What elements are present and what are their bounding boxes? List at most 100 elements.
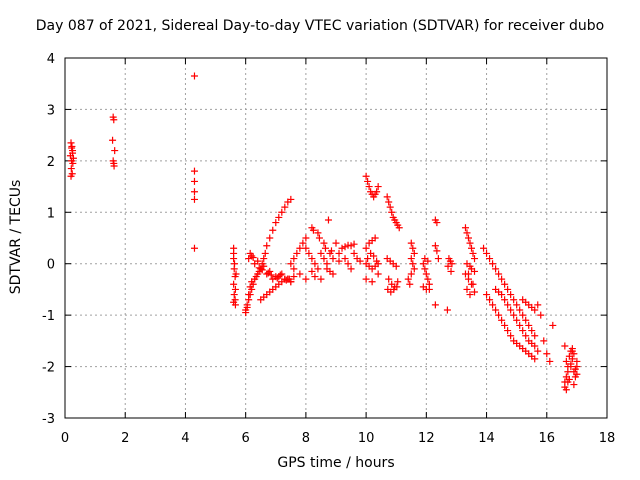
data-point <box>347 265 355 273</box>
data-point <box>371 234 379 242</box>
data-point <box>296 244 304 252</box>
x-tick-label: 6 <box>242 431 250 446</box>
data-point <box>341 255 349 263</box>
data-point <box>329 270 337 278</box>
data-point <box>302 244 310 252</box>
data-point <box>404 275 412 283</box>
data-point <box>540 337 548 345</box>
x-tick-label: 16 <box>539 431 556 446</box>
data-point <box>507 291 515 299</box>
data-point <box>546 357 554 365</box>
data-point <box>302 275 310 283</box>
data-point <box>314 265 322 273</box>
data-point <box>385 275 393 283</box>
data-point <box>573 370 581 378</box>
plot-frame <box>64 57 608 419</box>
data-point <box>290 265 298 273</box>
data-point <box>409 260 417 268</box>
data-point <box>434 255 442 263</box>
data-point <box>190 167 198 175</box>
data-point <box>501 280 509 288</box>
data-point <box>425 285 433 293</box>
data-point <box>281 203 289 211</box>
data-point <box>260 255 268 263</box>
data-point <box>568 347 576 355</box>
data-point <box>562 386 570 394</box>
data-point <box>344 260 352 268</box>
data-point <box>516 321 524 329</box>
data-point <box>510 296 518 304</box>
y-tick-label: -3 <box>42 412 55 427</box>
data-point <box>562 357 570 365</box>
data-point <box>368 278 376 286</box>
data-point <box>254 257 262 265</box>
x-tick-label: 14 <box>478 431 495 446</box>
data-point <box>504 327 512 335</box>
data-point <box>504 285 512 293</box>
x-tick-label: 12 <box>418 431 435 446</box>
x-tick-label: 18 <box>599 431 616 446</box>
data-point <box>407 270 415 278</box>
data-point <box>537 311 545 319</box>
data-point <box>513 316 521 324</box>
data-point <box>386 203 394 211</box>
data-point <box>335 249 343 257</box>
data-point <box>246 249 254 257</box>
data-point <box>507 332 515 340</box>
data-point <box>492 306 500 314</box>
data-point <box>69 159 77 167</box>
y-tick-label: 0 <box>47 258 55 273</box>
data-point <box>567 360 575 368</box>
data-point <box>383 193 391 201</box>
data-point <box>406 280 414 288</box>
data-point <box>231 260 239 268</box>
data-point <box>190 244 198 252</box>
data-point <box>522 332 530 340</box>
data-point <box>388 208 396 216</box>
data-point <box>374 270 382 278</box>
data-point <box>466 291 474 299</box>
data-point <box>409 244 417 252</box>
data-point <box>495 270 503 278</box>
data-point <box>278 270 286 278</box>
chart-title: Day 087 of 2021, Sidereal Day-to-day VTE… <box>35 18 605 34</box>
data-point <box>410 249 418 257</box>
data-point <box>516 306 524 314</box>
data-point <box>350 249 358 257</box>
data-point <box>315 234 323 242</box>
data-point <box>498 291 506 299</box>
data-point <box>338 244 346 252</box>
data-point <box>543 350 551 358</box>
data-point <box>464 270 472 278</box>
y-axis-label: SDTVAR / TECUs <box>8 179 24 295</box>
data-point <box>431 242 439 250</box>
data-point <box>67 139 75 147</box>
data-point <box>507 306 515 314</box>
data-point <box>424 275 432 283</box>
data-point <box>373 257 381 265</box>
data-point <box>242 309 250 317</box>
data-point <box>249 254 257 262</box>
data-point <box>471 267 479 275</box>
data-point <box>356 257 364 265</box>
data-point <box>308 255 316 263</box>
data-point <box>309 226 317 234</box>
data-point <box>501 296 509 304</box>
x-tick-label: 10 <box>358 431 375 446</box>
data-point <box>370 252 378 260</box>
data-point <box>275 213 283 221</box>
data-point <box>329 255 337 263</box>
data-point <box>495 311 503 319</box>
data-point <box>519 311 527 319</box>
data-point <box>410 265 418 273</box>
data-point <box>317 275 325 283</box>
data-point <box>332 239 340 247</box>
data-point <box>287 195 295 203</box>
data-point <box>69 147 77 155</box>
data-point <box>385 198 393 206</box>
data-point <box>486 255 494 263</box>
data-point <box>321 244 329 252</box>
data-point <box>531 332 539 340</box>
data-point <box>327 247 335 255</box>
